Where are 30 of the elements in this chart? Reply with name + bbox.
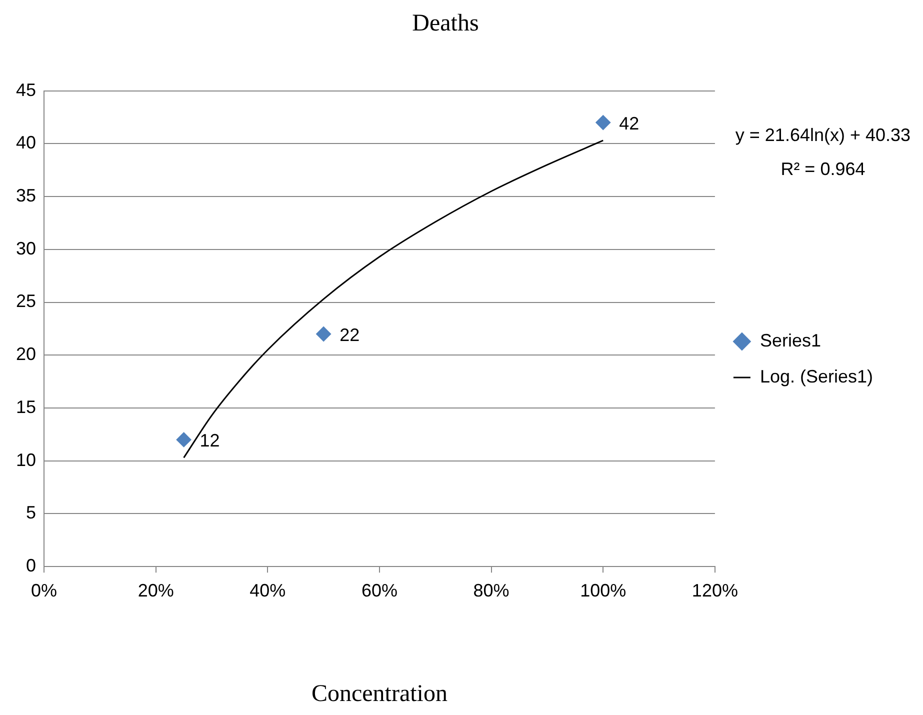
- text: R² = 0.964: [780, 158, 866, 179]
- x-tick-label: 0%: [31, 580, 58, 600]
- point: [316, 326, 332, 342]
- x-tick-label: 100%: [580, 580, 626, 600]
- legend-label: Series1: [760, 330, 821, 350]
- y-tick-label: 0: [26, 556, 36, 576]
- y-tick-label: 15: [16, 396, 36, 417]
- y-tick-label: 35: [16, 186, 36, 206]
- x-tick-label: 40%: [250, 580, 286, 600]
- y-tick-label: 45: [16, 80, 36, 100]
- point: [176, 432, 192, 448]
- y-tick-label: 40: [16, 132, 36, 153]
- y-tick-label: 20: [16, 344, 36, 364]
- legend-label: Log. (Series1): [760, 366, 874, 386]
- x-tick-label: 60%: [361, 580, 398, 600]
- x-axis-title: Concentration: [312, 680, 448, 707]
- data-label: 22: [340, 324, 360, 345]
- x-tick-label: 20%: [138, 580, 174, 600]
- x-tick-label: 80%: [473, 580, 510, 600]
- chart-title: Deaths: [412, 10, 479, 37]
- point: [596, 115, 611, 130]
- y-tick-label: 10: [16, 450, 36, 470]
- line-series: [183, 140, 604, 458]
- text: y = 21.64ln(x) + 40.33: [735, 124, 911, 145]
- data-label: 12: [200, 430, 220, 451]
- y-tick-label: 25: [16, 291, 36, 312]
- y-tick-label: 30: [16, 238, 36, 258]
- data-label: 42: [619, 113, 640, 134]
- y-tick-label: 5: [26, 502, 36, 523]
- x-tick-label: 120%: [692, 580, 738, 600]
